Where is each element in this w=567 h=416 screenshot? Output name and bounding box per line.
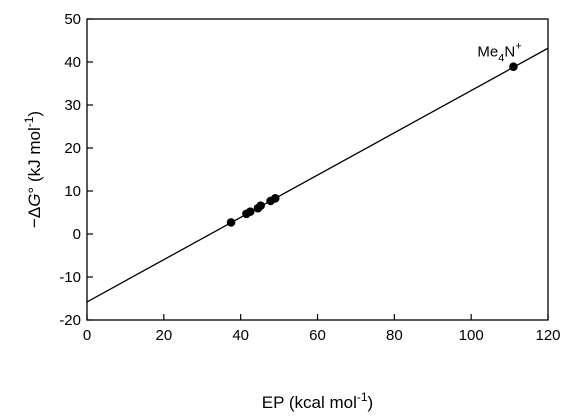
y-axis-ticks: -20 -10 0 10 20 30 40 50 <box>59 11 93 329</box>
data-point <box>256 201 265 210</box>
x-tick-label: 0 <box>83 327 91 344</box>
x-tick-label: 100 <box>459 327 484 344</box>
y-tick-label: 0 <box>73 226 81 243</box>
y-tick-label: -20 <box>59 312 81 329</box>
x-tick-label: 60 <box>309 327 326 344</box>
y-tick-label: 30 <box>64 97 81 114</box>
y-tick-label: -10 <box>59 269 81 286</box>
data-point <box>226 218 236 227</box>
x-axis-title: EP (kcal mol-1) <box>262 390 373 412</box>
data-point <box>270 194 280 203</box>
x-axis-ticks: 0 20 40 60 80 100 120 <box>83 314 561 344</box>
y-tick-label: 20 <box>64 140 81 157</box>
y-tick-label: 50 <box>64 11 81 28</box>
annotation-me4n: Me4N+ <box>477 41 521 65</box>
data-points <box>226 62 518 227</box>
y-axis-title: −ΔG° (kJ mol-1) <box>22 111 44 228</box>
data-point <box>509 62 518 72</box>
plot-area-frame <box>86 18 549 321</box>
data-point <box>245 207 255 216</box>
x-tick-label: 20 <box>155 327 172 344</box>
y-tick-label: 10 <box>64 183 81 200</box>
x-tick-label: 40 <box>232 327 249 344</box>
regression-line <box>87 47 548 303</box>
x-tick-label: 120 <box>535 327 560 344</box>
y-tick-label: 40 <box>64 54 81 71</box>
x-tick-label: 80 <box>386 327 403 344</box>
